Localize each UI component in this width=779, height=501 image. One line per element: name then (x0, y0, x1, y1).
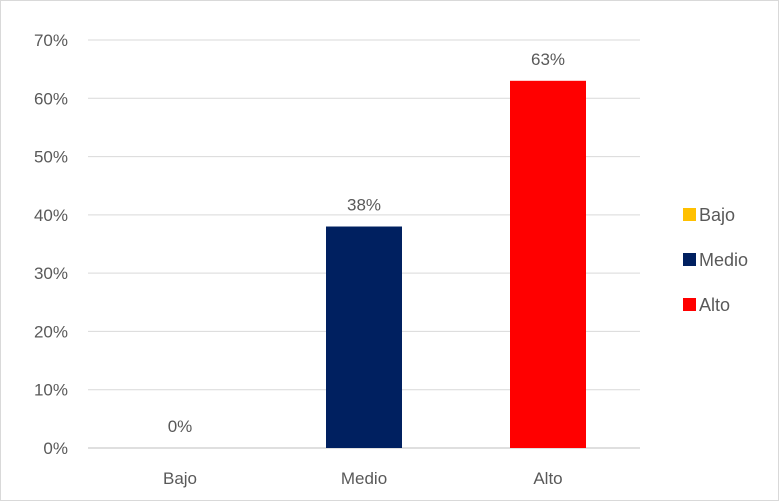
x-tick-label: Medio (341, 469, 387, 488)
bar-alto (510, 80, 586, 449)
bars (326, 80, 586, 449)
data-label-alto: 63% (531, 50, 565, 69)
y-tick-label: 40% (34, 206, 68, 225)
legend-swatch-bajo (683, 208, 696, 221)
y-tick-label: 10% (34, 381, 68, 400)
y-tick-label: 70% (34, 31, 68, 50)
x-tick-label: Alto (533, 469, 562, 488)
data-label-medio: 38% (347, 196, 381, 215)
y-tick-label: 60% (34, 89, 68, 108)
legend-label-bajo: Bajo (699, 205, 735, 225)
legend: Bajo Medio Alto (683, 205, 748, 315)
legend-swatch-medio (683, 253, 696, 266)
x-tick-label: Bajo (163, 469, 197, 488)
bar-medio (326, 226, 402, 448)
y-axis: 0% 10% 20% 30% 40% 50% 60% 70% (34, 31, 68, 458)
x-axis: Bajo Medio Alto (163, 469, 563, 488)
y-tick-label: 30% (34, 264, 68, 283)
y-tick-label: 50% (34, 148, 68, 167)
y-tick-label: 20% (34, 322, 68, 341)
data-label-bajo: 0% (168, 417, 193, 436)
legend-label-medio: Medio (699, 250, 748, 270)
legend-label-alto: Alto (699, 295, 730, 315)
data-labels: 0% 38% 63% (168, 50, 565, 436)
y-tick-label: 0% (43, 439, 68, 458)
legend-swatch-alto (683, 298, 696, 311)
